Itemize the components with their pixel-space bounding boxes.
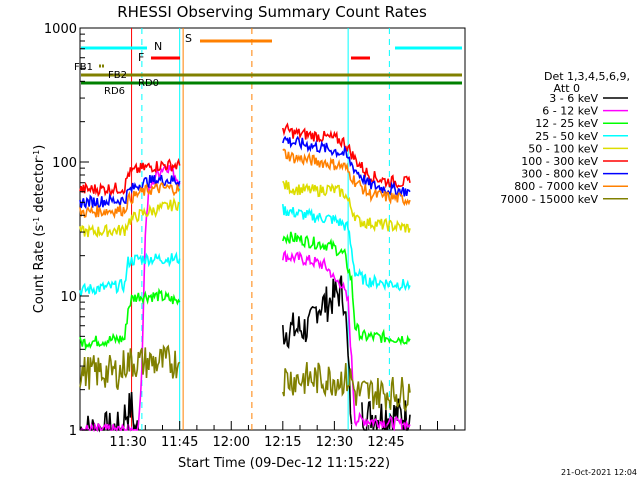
series-8-segment-1 [282, 362, 411, 412]
y-axis-title: Count Rate (s-1 detector-1) [32, 145, 48, 314]
series-5-segment-0 [79, 157, 181, 198]
y-tick-label-2: 100 [52, 156, 77, 171]
legend-header-line2: Att 0 [554, 82, 580, 95]
series-4 [79, 180, 411, 239]
y-tick-label-1: 10 [60, 290, 77, 305]
x-tick-label-1: 11:45 [161, 435, 198, 450]
series-7-segment-1 [282, 148, 411, 207]
footer-date: 21-Oct-2021 12:04 [561, 468, 637, 477]
series-2 [79, 231, 411, 351]
series-2-segment-0 [79, 287, 181, 351]
y-axis-ticks: 1 10 100 1000 [44, 22, 89, 439]
y-tick-label-0: 1 [69, 424, 77, 439]
legend-label-7: 800 - 7000 keV [514, 180, 598, 193]
series-2-segment-1 [282, 231, 411, 347]
legend-label-5: 100 - 300 keV [521, 155, 598, 168]
x-tick-label-3: 12:15 [264, 435, 301, 450]
x-tick-label-5: 12:45 [367, 435, 404, 450]
series-0-segment-0 [79, 391, 140, 433]
series-5 [79, 122, 411, 198]
legend-label-2: 12 - 25 keV [535, 117, 598, 130]
legend-label-0: 3 - 6 keV [549, 92, 598, 105]
series-4-segment-1 [282, 180, 411, 233]
legend-label-3: 25 - 50 keV [535, 130, 598, 143]
series-3 [79, 204, 411, 296]
series-1-segment-0 [80, 164, 181, 433]
legend-label-8: 7000 - 15000 keV [500, 193, 598, 206]
x-tick-label-0: 11:30 [109, 435, 146, 450]
marker-fb2: FB2 [108, 70, 127, 81]
marker-rd6: RD6 [104, 86, 125, 97]
series-7-segment-0 [79, 182, 181, 220]
x-axis-title: Start Time (09-Dec-12 11:15:22) [178, 456, 390, 471]
y-tick-label-3: 1000 [44, 22, 77, 37]
marker-s: S [185, 32, 192, 45]
series-8 [79, 344, 411, 412]
marker-rd0: RD0 [138, 78, 159, 89]
marker-fb1: FB1 [74, 62, 93, 73]
series-1-segment-1 [282, 249, 411, 432]
chart-title: RHESSI Observing Summary Count Rates [117, 3, 427, 21]
instrument-state-bars [81, 39, 462, 85]
x-tick-label-2: 12:00 [213, 435, 250, 450]
marker-f: F [138, 51, 144, 64]
legend-label-1: 6 - 12 keV [542, 105, 598, 118]
series-5-segment-1 [282, 122, 411, 189]
series-0-segment-1 [282, 275, 353, 425]
series-7 [79, 148, 411, 220]
x-tick-label-4: 12:30 [316, 435, 353, 450]
marker-n: N [154, 40, 162, 53]
series-8-segment-0 [79, 344, 181, 390]
series-4-segment-0 [79, 196, 181, 239]
legend-header-line1: Det 1,3,4,5,6,9, [544, 70, 630, 83]
series-6-segment-1 [282, 135, 411, 198]
series-3-segment-1 [282, 204, 411, 292]
series-1 [80, 164, 411, 433]
series-group [79, 122, 411, 433]
series-3-segment-0 [79, 251, 181, 296]
x-axis-ticks: 11:30 11:45 12:00 12:15 12:30 12:45 [93, 421, 456, 450]
legend-label-6: 300 - 800 keV [521, 168, 598, 181]
legend-label-4: 50 - 100 keV [528, 142, 598, 155]
